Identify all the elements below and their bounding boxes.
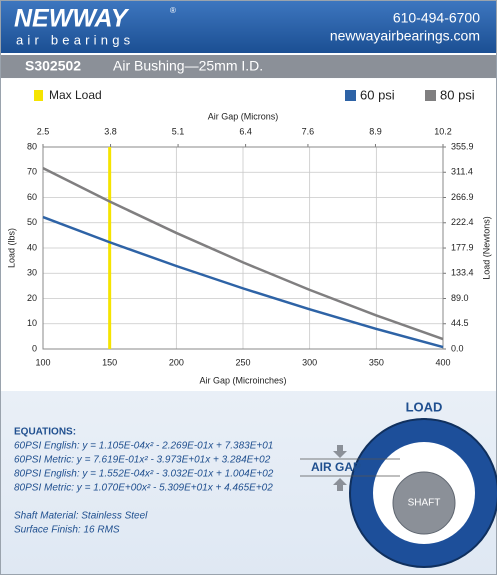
x2-tick-label: 5.1 [172,126,185,136]
y-tick-label: 40 [27,242,37,252]
tagline: air bearings [16,32,134,47]
spec: Surface Finish: 16 RMS [14,525,120,536]
x-axis-label: Air Gap (Microinches) [199,375,286,385]
load-label: LOAD [406,399,443,414]
series-line [42,215,444,349]
x2-tick-label: 2.5 [37,126,50,136]
y2-tick-label: 222.4 [451,217,474,227]
x2-tick-label: 10.2 [434,126,452,136]
equation: 60PSI English: y = 1.105E-04x² - 2.269E-… [14,441,273,452]
shaft [392,471,456,535]
x2-tick-label: 6.4 [239,126,252,136]
y-axis-label: Load (lbs) [6,228,16,268]
bearing-diagram: LOAD SHAFT AIR GAP [300,399,497,568]
x2-tick-label: 3.8 [104,126,117,136]
x-tick-label: 100 [35,357,50,367]
x-tick-label: 400 [435,357,450,367]
equations-title: EQUATIONS: [14,427,76,438]
y2-tick-label: 311.4 [451,167,473,177]
y-tick-label: 0 [32,343,37,353]
y-tick-label: 10 [27,318,37,328]
y-tick-label: 20 [27,293,37,303]
y2-tick-label: 0.0 [451,343,464,353]
y2-tick-label: 355.9 [451,141,474,151]
legend-label: 60 psi [360,87,395,102]
y2-tick-label: 177.9 [451,242,474,252]
legend-label: 80 psi [440,87,475,102]
brand: NEWWAY [14,5,130,33]
y2-tick-label: 133.4 [451,268,474,278]
legend-swatch [34,90,43,101]
phone: 610-494-6700 [393,10,480,26]
equation: 60PSI Metric: y = 7.619E-01x² - 3.973E+0… [14,455,271,466]
title-band [1,55,496,78]
y-tick-label: 60 [27,192,37,202]
header-band [1,1,496,53]
website: newwayairbearings.com [330,28,480,44]
x2-tick-label: 8.9 [369,126,382,136]
equation: 80PSI Metric: y = 1.070E+00x² - 5.309E+0… [14,483,273,494]
legend-swatch [345,90,356,101]
product-code: S302502 [25,58,81,74]
gap-arrow [333,445,347,458]
y-tick-label: 70 [27,167,37,177]
x-tick-label: 200 [169,357,184,367]
x-tick-label: 350 [369,357,384,367]
shaft-label: SHAFT [408,498,441,509]
x-tick-label: 300 [302,357,317,367]
y-tick-label: 80 [27,141,37,151]
y2-tick-label: 89.0 [451,293,469,303]
equation: 80PSI English: y = 1.552E-04x² - 3.032E-… [14,469,274,480]
y2-tick-label: 266.9 [451,192,474,202]
legend-swatch [425,90,436,101]
x2-tick-label: 7.6 [302,126,315,136]
x-tick-label: 250 [235,357,250,367]
x-tick-label: 150 [102,357,117,367]
x2-axis-label: Air Gap (Microns) [208,111,279,121]
y-tick-label: 50 [27,217,37,227]
y-tick-label: 30 [27,268,37,278]
registered-mark: ® [170,6,176,15]
air-gap-label: AIR GAP [311,460,361,474]
gap-arrow [333,478,347,491]
series-line [42,167,444,341]
legend-label: Max Load [49,88,102,102]
plot-frame [42,146,444,350]
y2-axis-label: Load (Newtons) [481,216,491,280]
spec: Shaft Material: Stainless Steel [14,511,148,522]
product-name: Air Bushing—25mm I.D. [113,58,263,74]
y2-tick-label: 44.5 [451,318,469,328]
